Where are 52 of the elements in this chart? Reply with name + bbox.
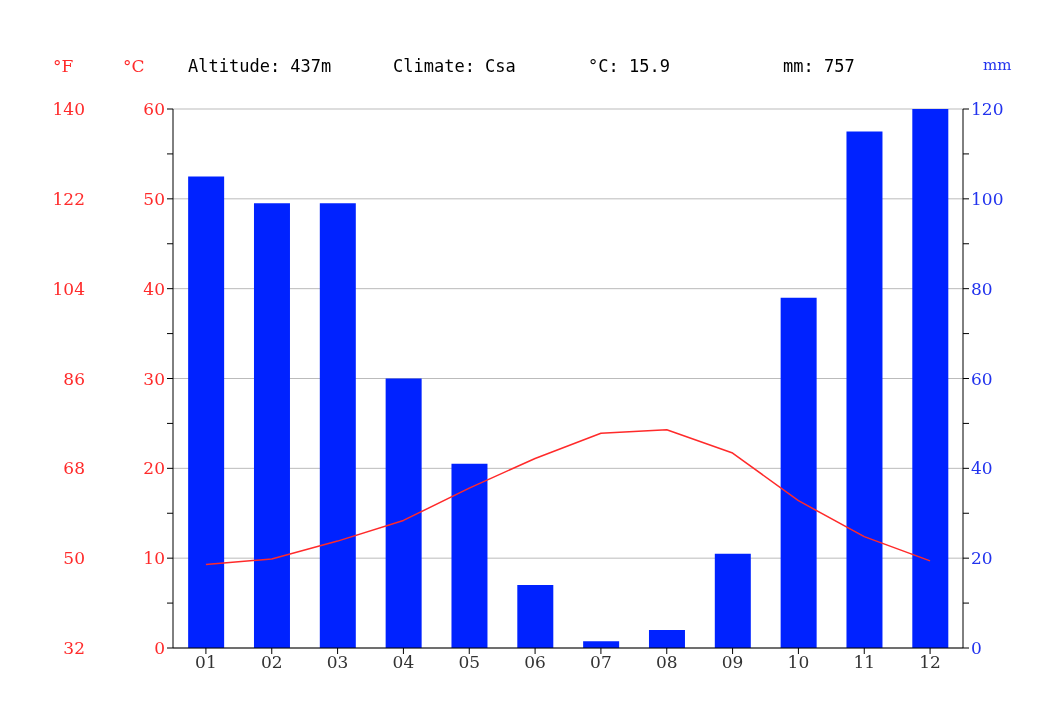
y2-tick-label: 40: [971, 458, 993, 479]
y3-tick-label: 86: [63, 368, 85, 389]
y-axis-title: °C: [123, 56, 145, 76]
text: °C: 15.9: [588, 56, 670, 76]
x-tick-label: 09: [721, 652, 744, 673]
y2-tick-label: 80: [971, 278, 993, 299]
y3-tick-label: 122: [52, 188, 85, 209]
y-tick-label: 10: [143, 548, 165, 569]
text: Altitude: 437m: [188, 56, 332, 76]
bar: [188, 176, 225, 648]
text: Climate: Csa: [393, 56, 516, 76]
y-tick-label: 0: [154, 638, 165, 659]
x-tick-label: 01: [195, 652, 217, 673]
x-tick-label: 02: [260, 652, 283, 673]
y3-tick-label: 140: [52, 99, 85, 120]
bar: [517, 585, 554, 648]
y2-tick-label: 60: [971, 368, 993, 389]
text: mm: 757: [783, 56, 855, 76]
y-tick-label: 40: [143, 278, 165, 299]
y3-tick-label: 68: [63, 458, 85, 479]
y-tick-label: 20: [143, 458, 165, 479]
x-tick-label: 08: [655, 652, 678, 673]
y2-tick-label: 0: [971, 638, 982, 659]
bar: [648, 630, 685, 648]
line-series: [205, 428, 931, 566]
bar: [780, 297, 817, 648]
x-tick-label: 03: [326, 652, 349, 673]
bar: [846, 131, 883, 648]
x-tick-label: 05: [458, 652, 481, 673]
x-tick-label: 11: [853, 652, 876, 673]
y2-tick-label: 100: [971, 188, 1004, 209]
bar: [714, 553, 751, 648]
bar: [451, 463, 488, 648]
x-tick-label: 12: [919, 652, 941, 673]
y3-tick-label: 104: [52, 278, 85, 299]
y2-tick-label: 120: [971, 99, 1004, 120]
x-tick-label: 06: [524, 652, 546, 673]
y3-axis-title: °F: [53, 56, 74, 76]
bar: [912, 109, 949, 648]
bar: [319, 203, 356, 648]
y3-tick-label: 50: [63, 548, 85, 569]
y-tick-label: 50: [143, 188, 165, 209]
x-tick-label: 07: [590, 652, 612, 673]
x-tick-label: 10: [787, 652, 810, 673]
y3-tick-label: 32: [63, 638, 85, 659]
x-tick-label: 04: [392, 652, 415, 673]
y2-axis-title: mm: [983, 56, 1012, 74]
bar: [385, 378, 422, 648]
y2-tick-label: 20: [971, 548, 993, 569]
y-tick-label: 30: [143, 368, 165, 389]
bar: [253, 203, 290, 648]
y-tick-label: 60: [143, 99, 165, 120]
